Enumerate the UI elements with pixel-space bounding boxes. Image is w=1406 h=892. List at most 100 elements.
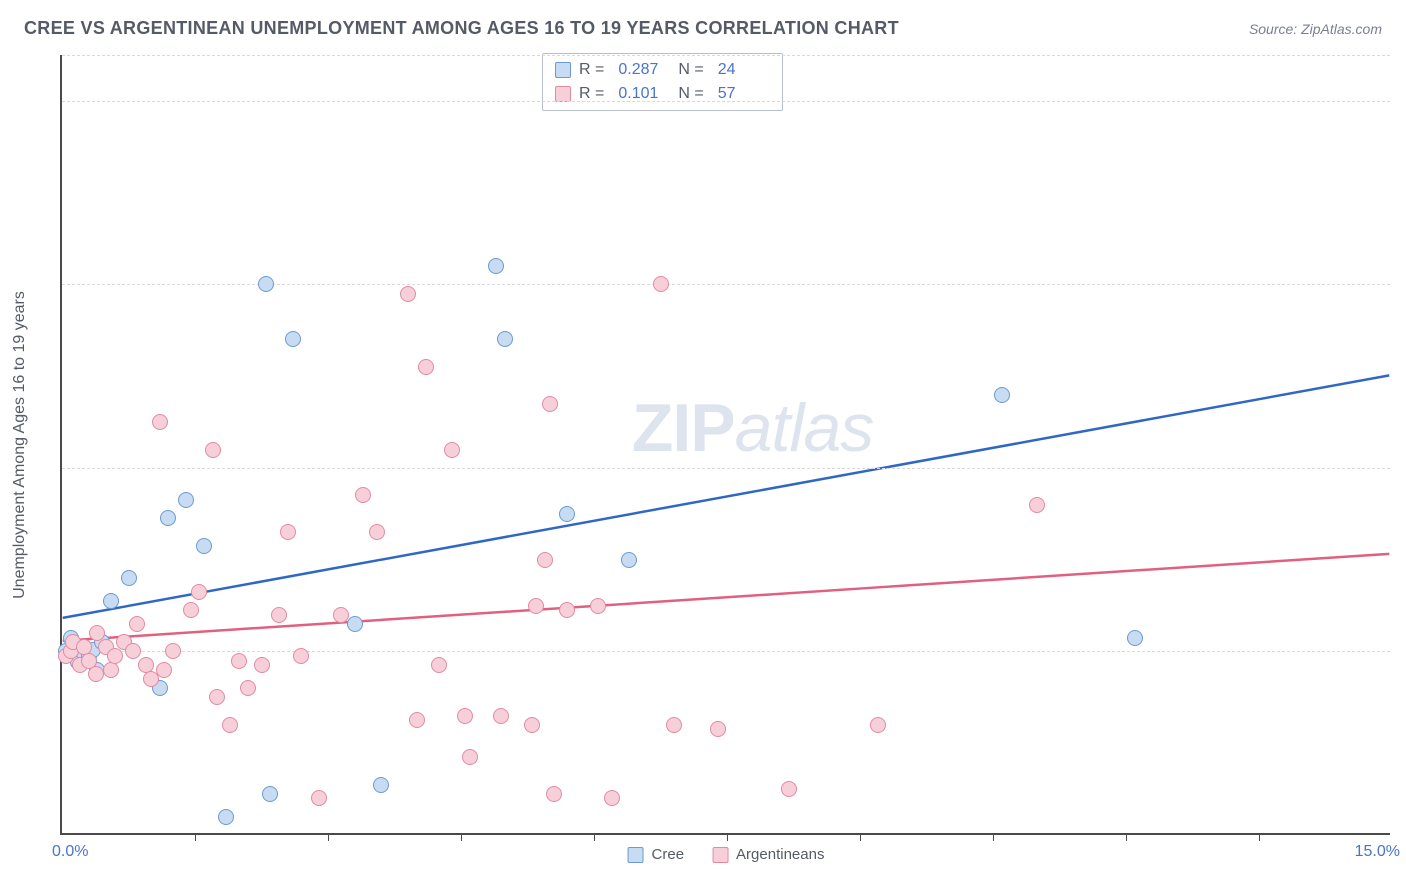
data-point xyxy=(333,607,349,623)
y-tick-label: 80.0% xyxy=(1400,92,1406,110)
y-tick-label: 60.0% xyxy=(1400,275,1406,293)
x-tick xyxy=(328,833,329,841)
watermark-atlas: atlas xyxy=(735,390,874,466)
data-point xyxy=(152,414,168,430)
data-point xyxy=(653,276,669,292)
data-point xyxy=(191,584,207,600)
data-point xyxy=(258,276,274,292)
trend-line xyxy=(63,375,1390,618)
data-point xyxy=(559,506,575,522)
data-point xyxy=(590,598,606,614)
trend-line xyxy=(63,554,1390,641)
legend-correlation-row: R =0.101N =57 xyxy=(555,82,770,106)
legend-series: Cree Argentineans xyxy=(628,846,825,863)
data-point xyxy=(103,593,119,609)
gridline xyxy=(62,468,1390,469)
data-point xyxy=(160,510,176,526)
trend-lines-svg xyxy=(62,55,1390,833)
legend-r-label: R = xyxy=(579,61,604,79)
data-point xyxy=(271,607,287,623)
x-tick xyxy=(860,833,861,841)
data-point xyxy=(621,552,637,568)
legend-n-value: 24 xyxy=(712,61,770,79)
data-point xyxy=(528,598,544,614)
chart-container: Unemployment Among Ages 16 to 19 years Z… xyxy=(60,55,1390,835)
x-tick xyxy=(1259,833,1260,841)
data-point xyxy=(373,777,389,793)
data-point xyxy=(488,258,504,274)
data-point xyxy=(218,809,234,825)
data-point xyxy=(156,662,172,678)
data-point xyxy=(280,524,296,540)
x-tick xyxy=(1126,833,1127,841)
data-point xyxy=(347,616,363,632)
x-tick xyxy=(727,833,728,841)
data-point xyxy=(870,717,886,733)
data-point xyxy=(604,790,620,806)
data-point xyxy=(400,286,416,302)
data-point xyxy=(546,786,562,802)
data-point xyxy=(129,616,145,632)
data-point xyxy=(311,790,327,806)
data-point xyxy=(196,538,212,554)
data-point xyxy=(493,708,509,724)
data-point xyxy=(444,442,460,458)
gridline xyxy=(62,55,1390,56)
legend-swatch xyxy=(555,62,571,78)
data-point xyxy=(205,442,221,458)
x-axis-min-label: 0.0% xyxy=(52,843,88,861)
data-point xyxy=(107,648,123,664)
legend-swatch xyxy=(628,847,644,863)
source-attribution: Source: ZipAtlas.com xyxy=(1249,21,1382,37)
data-point xyxy=(88,666,104,682)
chart-title: CREE VS ARGENTINEAN UNEMPLOYMENT AMONG A… xyxy=(24,18,899,39)
y-tick-label: 40.0% xyxy=(1400,459,1406,477)
data-point xyxy=(409,712,425,728)
y-axis-label: Unemployment Among Ages 16 to 19 years xyxy=(11,291,29,599)
data-point xyxy=(209,689,225,705)
data-point xyxy=(542,396,558,412)
watermark-zip: ZIP xyxy=(632,390,735,466)
data-point xyxy=(537,552,553,568)
data-point xyxy=(222,717,238,733)
data-point xyxy=(418,359,434,375)
data-point xyxy=(262,786,278,802)
data-point xyxy=(121,570,137,586)
data-point xyxy=(1029,497,1045,513)
data-point xyxy=(431,657,447,673)
data-point xyxy=(355,487,371,503)
x-tick xyxy=(195,833,196,841)
data-point xyxy=(666,717,682,733)
legend-correlation-row: R = 0.287 N = 24 xyxy=(555,58,770,82)
data-point xyxy=(103,662,119,678)
legend-item: Cree xyxy=(628,846,685,863)
data-point xyxy=(462,749,478,765)
data-point xyxy=(165,643,181,659)
legend-series-name: Cree xyxy=(652,846,685,863)
data-point xyxy=(293,648,309,664)
legend-swatch xyxy=(555,86,571,102)
legend-item: Argentineans xyxy=(712,846,824,863)
data-point xyxy=(231,653,247,669)
x-tick xyxy=(594,833,595,841)
data-point xyxy=(285,331,301,347)
legend-correlations: R = 0.287 N = 24 R =0.101N =57 xyxy=(542,53,783,111)
data-point xyxy=(183,602,199,618)
x-axis-max-label: 15.0% xyxy=(1355,843,1400,861)
data-point xyxy=(125,643,141,659)
gridline xyxy=(62,651,1390,652)
x-tick xyxy=(461,833,462,841)
gridline xyxy=(62,101,1390,102)
data-point xyxy=(781,781,797,797)
data-point xyxy=(254,657,270,673)
data-point xyxy=(240,680,256,696)
data-point xyxy=(369,524,385,540)
legend-r-value: 0.287 xyxy=(612,61,670,79)
data-point xyxy=(559,602,575,618)
legend-series-name: Argentineans xyxy=(736,846,824,863)
y-tick-label: 20.0% xyxy=(1400,642,1406,660)
data-point xyxy=(457,708,473,724)
legend-n-label: N = xyxy=(678,61,703,79)
data-point xyxy=(710,721,726,737)
data-point xyxy=(524,717,540,733)
